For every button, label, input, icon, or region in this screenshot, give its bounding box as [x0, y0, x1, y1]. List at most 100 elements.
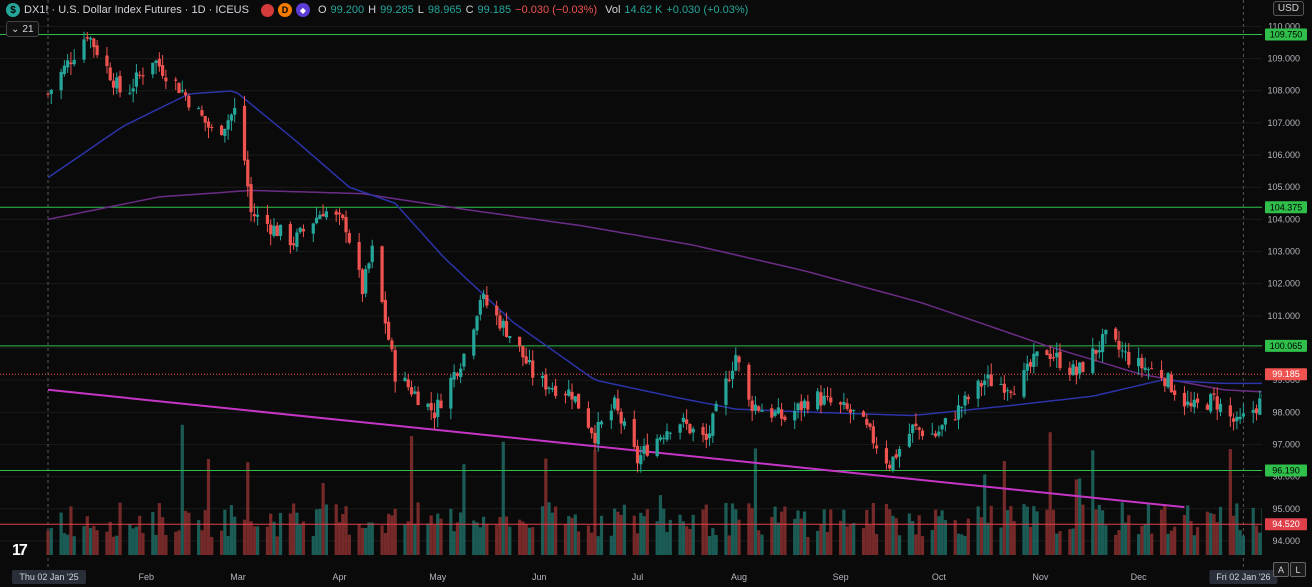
volume-bar — [197, 520, 201, 555]
volume-bar — [357, 523, 361, 555]
volume-bar — [1186, 505, 1190, 555]
indicator-status-icon[interactable]: ◆ — [295, 3, 310, 17]
candle — [334, 211, 338, 215]
candle — [226, 120, 230, 130]
candle — [141, 75, 145, 77]
tradingview-logo[interactable]: 17 — [12, 542, 28, 559]
start-date-tag — [12, 570, 86, 584]
candle — [1074, 366, 1078, 376]
candle — [1150, 368, 1154, 370]
currency-button[interactable]: USD — [1272, 1, 1304, 16]
log-scale-button[interactable]: L — [1290, 562, 1306, 577]
moving-averages — [47, 90, 1280, 417]
volume-bar — [1120, 502, 1124, 555]
time-tick-label: Mar — [230, 572, 246, 582]
volume-bar — [151, 511, 155, 555]
volume-bar — [164, 534, 168, 555]
volume-bar — [806, 536, 810, 555]
candle — [1205, 404, 1210, 410]
volume-bar — [1025, 506, 1029, 555]
volume-bar — [770, 516, 774, 555]
candle — [1028, 361, 1033, 367]
volume-bar — [619, 514, 623, 555]
delayed-data-badge[interactable]: D — [277, 3, 292, 17]
volume-bar — [780, 511, 784, 555]
candle — [151, 62, 155, 75]
candle — [324, 211, 328, 218]
volume-bar — [960, 534, 964, 555]
volume-bar — [246, 462, 250, 555]
price-tick-label: 94.000 — [1272, 536, 1300, 546]
candle — [1123, 351, 1128, 353]
volume-bar — [943, 519, 947, 555]
volume-bar — [288, 513, 292, 555]
candle — [940, 425, 944, 430]
volume-bar — [223, 509, 227, 555]
volume-bar — [989, 505, 993, 555]
candle — [206, 121, 211, 128]
candle — [164, 77, 168, 82]
candle — [390, 340, 394, 350]
candle — [508, 335, 512, 339]
last-price-label: 99.185 — [1272, 369, 1300, 379]
volume-bar — [518, 519, 522, 555]
volume-bar — [1192, 535, 1196, 555]
volume-bar — [95, 530, 99, 555]
volume-bar — [976, 506, 980, 555]
volume-bar — [609, 535, 613, 555]
volume-bar — [380, 525, 384, 555]
time-tick-label: Oct — [932, 572, 947, 582]
volume-bar — [966, 518, 970, 555]
volume-bar — [472, 520, 476, 555]
volume-bar — [783, 506, 787, 555]
market-closed-dot-icon[interactable] — [260, 3, 274, 17]
candle — [930, 433, 934, 435]
volume-bar — [554, 506, 558, 555]
volume-bar — [1166, 533, 1170, 555]
candle — [452, 372, 456, 380]
symbol-badge[interactable]: $ — [6, 3, 20, 17]
candle — [1209, 394, 1213, 412]
end-date-tag — [1209, 570, 1278, 584]
candle — [1120, 350, 1124, 352]
volume-bar — [462, 464, 466, 555]
candle — [426, 403, 430, 407]
volume-bar — [688, 528, 692, 555]
time-axis: Feb Mar Apr May Jun Jul Aug Sep Oct Nov Dec Thu 02 … — [0, 568, 1278, 587]
volume-bar — [842, 509, 846, 555]
candle — [367, 263, 371, 269]
volume-bar — [229, 505, 234, 555]
volume-bar — [157, 503, 161, 555]
candle — [249, 184, 253, 213]
volume-bar — [1094, 509, 1098, 555]
volume-bar — [871, 502, 875, 555]
candle — [1071, 364, 1075, 375]
auto-scale-button[interactable]: A — [1273, 562, 1289, 577]
candle — [707, 433, 712, 439]
volume-bar — [914, 534, 918, 555]
candle — [269, 224, 273, 235]
volume-bar — [62, 533, 66, 555]
candle — [288, 224, 292, 246]
volume-bar — [1140, 525, 1144, 555]
volume-bar — [111, 536, 116, 555]
candle — [770, 408, 774, 418]
volume-bar — [46, 530, 50, 555]
candle — [655, 438, 659, 457]
volume-bar — [937, 516, 941, 555]
indicators-collapse-button[interactable]: ⌄ 21 — [6, 21, 39, 37]
volume-bar — [848, 524, 853, 555]
candle — [714, 403, 718, 412]
grid — [0, 0, 1262, 568]
volume-bar — [714, 534, 718, 555]
candle — [92, 38, 96, 48]
candle — [871, 426, 875, 444]
volume-bar — [576, 531, 581, 555]
volume-bar — [540, 506, 545, 555]
candle — [544, 374, 548, 390]
candle — [1166, 373, 1170, 388]
volume-value: 14.62 K — [624, 4, 663, 16]
symbol-title[interactable]: DX1! · U.S. Dollar Index Futures · 1D · … — [24, 4, 249, 16]
candle — [884, 448, 889, 464]
